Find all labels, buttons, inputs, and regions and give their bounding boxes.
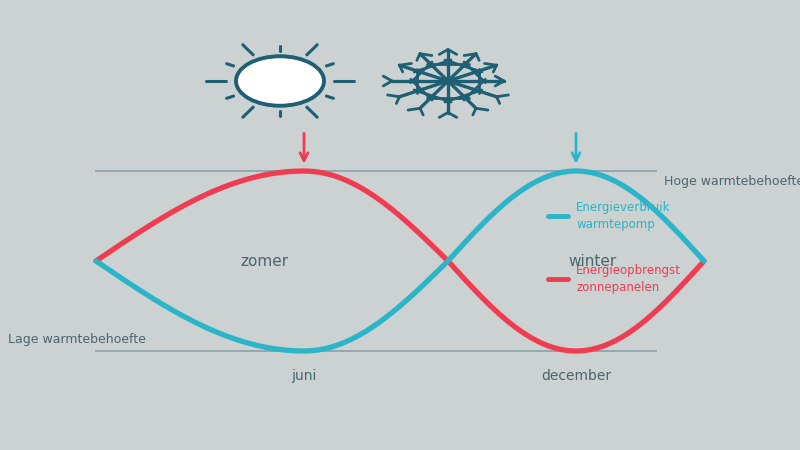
Text: winter: winter [568,253,616,269]
Text: juni: juni [291,369,317,383]
Text: Lage warmtebehoefte: Lage warmtebehoefte [8,333,146,346]
Text: Energieopbrengst
zonnepanelen: Energieopbrengst zonnepanelen [576,264,681,294]
Text: Hoge warmtebehoefte: Hoge warmtebehoefte [664,176,800,189]
Text: Energieverbruik
warmtepomp: Energieverbruik warmtepomp [576,201,670,231]
Text: december: december [541,369,611,383]
Text: zomer: zomer [240,253,288,269]
Circle shape [236,56,324,106]
